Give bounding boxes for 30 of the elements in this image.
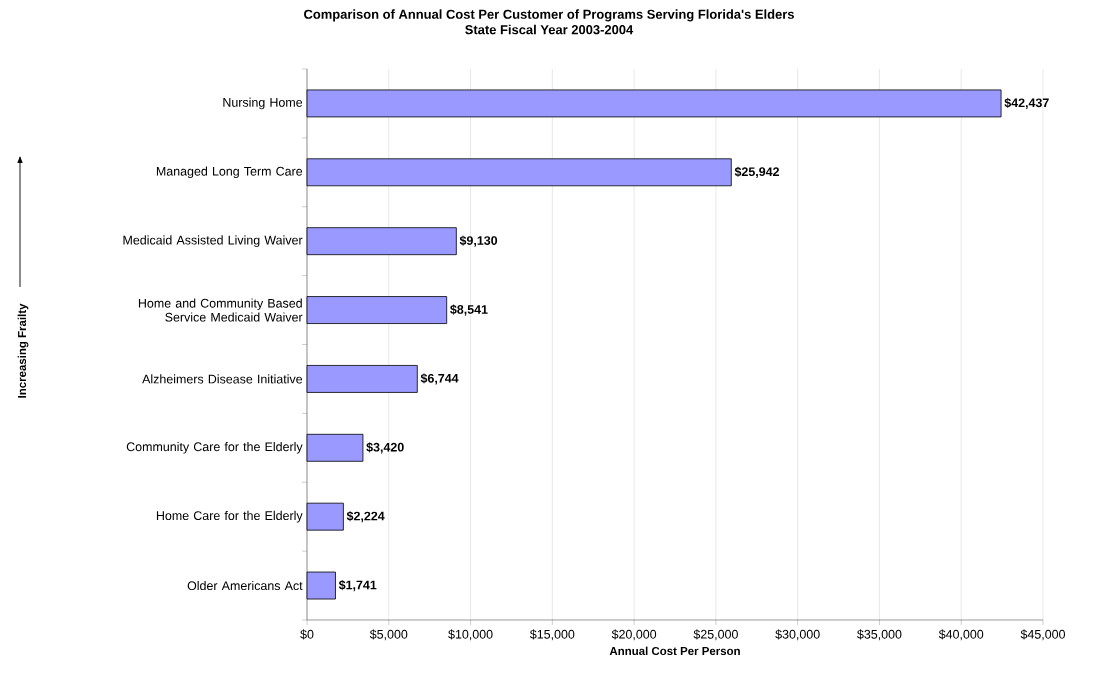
x-tick-label: $40,000 (938, 629, 984, 641)
x-tick-label: $5,000 (369, 629, 408, 641)
data-label: $2,224 (346, 511, 385, 523)
y-tick-label: Alzheimers Disease Initiative (142, 374, 303, 384)
data-label: $9,130 (459, 235, 498, 247)
x-tick-label: $25,000 (693, 629, 738, 641)
x-tick-label: $30,000 (775, 629, 820, 641)
data-label: $25,942 (734, 166, 780, 178)
y-tick-label: Home Care for the Elderly (156, 510, 303, 523)
data-label: $6,744 (420, 373, 459, 385)
x-axis-title: Annual Cost Per Person (609, 646, 740, 656)
x-tick-label: $0 (300, 629, 314, 640)
y-tick-label: Nursing Home (223, 97, 303, 110)
x-tick-label: $10,000 (448, 629, 493, 641)
x-tick-label: $45,000 (1020, 629, 1066, 641)
y-tick-label: Home and Community Based Service Medicaid Waiver (138, 298, 303, 322)
data-label: $3,420 (366, 442, 404, 454)
y-tick-label: Managed Long Term Care (156, 166, 303, 179)
y-tick-label: Community Care for the Elderly (126, 441, 303, 454)
data-label: $1,741 (338, 579, 377, 592)
x-tick-label: $20,000 (611, 629, 657, 641)
text: Increasing Frailty (17, 303, 29, 398)
chart-subtitle: State Fiscal Year 2003-2004 (465, 24, 634, 35)
y-tick-label: Medicaid Assisted Living Waiver (123, 235, 303, 247)
data-label: $42,437 (1004, 97, 1049, 109)
y-tick-label: Older Americans Act (187, 580, 303, 591)
x-tick-label: $35,000 (857, 629, 902, 641)
chart-title: Comparison of Annual Cost Per Customer of Programs Serving Florida's Elders (304, 9, 794, 22)
x-tick-label: $15,000 (529, 629, 575, 641)
data-label: $8,541 (450, 304, 488, 316)
